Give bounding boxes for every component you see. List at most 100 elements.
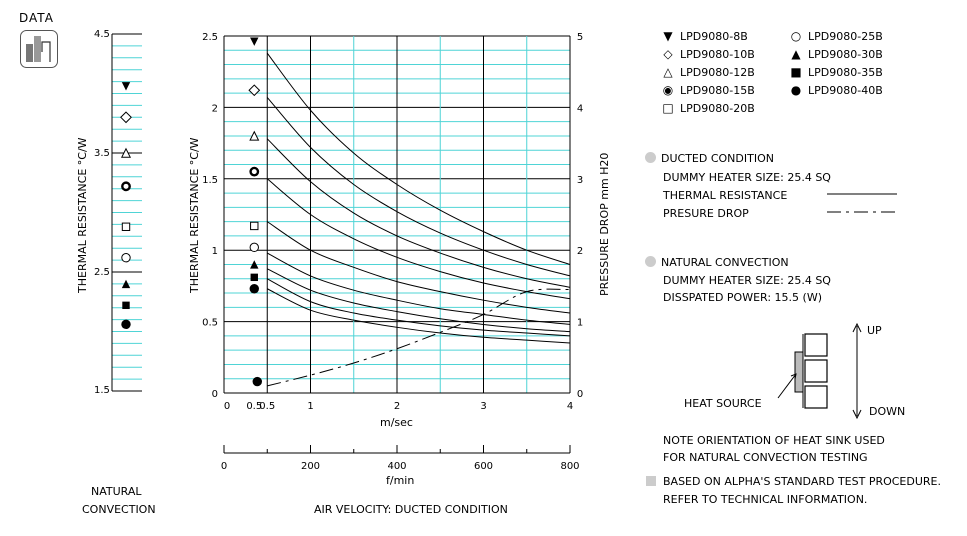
x-tick-label-alt: 0.5: [246, 401, 262, 412]
legend-item: ● LPD9080-40B: [790, 83, 883, 98]
legend-item: ▲ LPD9080-30B: [790, 47, 883, 62]
marker-bold-circle: [121, 181, 131, 192]
marker-open-circle: [121, 253, 131, 263]
data-badge-label: DATA: [19, 11, 54, 25]
legend-item: □ LPD9080-20B: [662, 102, 755, 116]
legend-label: LPD9080-12B: [680, 66, 755, 79]
legend-label: LPD9080-20B: [680, 102, 755, 115]
heat-source-label: HEAT SOURCE: [684, 397, 762, 410]
open-circle-icon: ○: [790, 29, 802, 43]
x-tick-label: 3: [480, 401, 486, 412]
series-line: [266, 221, 571, 314]
legend-item: ○ LPD9080-25B: [790, 29, 883, 44]
natural-tick-2: 2.5: [94, 267, 110, 278]
heat-sink-orientation-diagram: [777, 322, 862, 420]
series-line: [266, 138, 571, 288]
up-label: UP: [867, 324, 882, 337]
filled-circle-icon: ●: [790, 83, 802, 97]
series-line: [267, 268, 571, 333]
legend-label: LPD9080-25B: [808, 30, 883, 43]
marker-diamond: [120, 111, 132, 124]
note-square-icon: [646, 476, 656, 486]
legend-label: LPD9080-15B: [680, 84, 755, 97]
f-min-tick-label: 400: [387, 461, 406, 472]
heat-source-pointer: [777, 373, 797, 399]
f-min-tick-label: 0: [221, 461, 227, 472]
marker-open-circle: [249, 242, 259, 253]
series-line: [266, 97, 571, 277]
y-tick-label: 2.5: [202, 32, 218, 43]
heat-source-block: [794, 351, 804, 393]
fin-block: [804, 333, 828, 357]
legend-label: LPD9080-40B: [808, 84, 883, 97]
y2-tick-label: 1: [577, 318, 583, 329]
f-min-tick-label: 200: [301, 461, 320, 472]
marker-diamond: [248, 84, 261, 97]
marker-filled-circle: [121, 319, 131, 330]
x-tick-label: 2: [394, 401, 400, 412]
note-line2: FOR NATURAL CONVECTION TESTING: [663, 451, 868, 464]
pressure-drop-line: [267, 288, 571, 387]
x-tick-label: 1: [307, 401, 313, 412]
x-tick-label: 0.5: [259, 401, 275, 412]
arrow-up-icon: [852, 322, 862, 333]
y2-tick-label: 0: [577, 389, 583, 400]
ducted-bullet-icon: [645, 152, 656, 163]
marker-open-triangle: [249, 130, 260, 141]
note-line4: REFER TO TECHNICAL INFORMATION.: [663, 493, 868, 506]
y2-tick-label: 3: [577, 175, 583, 186]
legend-item: ■ LPD9080-35B: [790, 65, 883, 80]
y-tick-label: 0: [212, 389, 218, 400]
marker-filled-down-triangle: [121, 82, 131, 91]
ducted-title: DUCTED CONDITION: [661, 152, 774, 165]
marker-filled-triangle: [250, 260, 259, 269]
filled-triangle-icon: ▲: [791, 47, 801, 61]
diamond-icon: ◇: [663, 47, 673, 61]
filled-square-icon: ■: [790, 65, 802, 79]
natural-tick-3: 1.5: [94, 385, 110, 396]
data-logo-icon: [20, 30, 58, 68]
legend-item: ◉ LPD9080-15B: [662, 83, 755, 98]
fin-block: [804, 385, 828, 409]
y2-tick-label: 5: [577, 32, 583, 43]
y-tick-label: 2: [212, 103, 218, 114]
open-triangle-icon: △: [663, 65, 673, 79]
legend-line-samples: [827, 193, 897, 213]
series-line: [267, 288, 571, 344]
fin-block: [804, 359, 828, 383]
pressure-y-axis-label: PRESSURE DROP mm H20: [598, 152, 611, 296]
note-line1: NOTE ORIENTATION OF HEAT SINK USED: [663, 434, 885, 447]
natural-power: DISSPATED POWER: 15.5 (W): [663, 291, 822, 304]
marker-open-square: [250, 221, 259, 231]
marker-filled-square: [250, 273, 258, 282]
f-min-tick-label: 800: [560, 461, 579, 472]
filled-down-triangle-icon: ▼: [663, 29, 673, 43]
note-line3: BASED ON ALPHA'S STANDARD TEST PROCEDURE…: [663, 475, 941, 488]
natural-caption-line2: CONVECTION: [82, 503, 156, 516]
arrow-down-icon: [852, 409, 862, 420]
y2-tick-label: 4: [577, 103, 583, 114]
natural-tick-1: 3.5: [94, 148, 110, 159]
x-axis-unit-msec: m/sec: [380, 416, 413, 429]
y-tick-label: 0.5: [202, 318, 218, 329]
legend-item: ▼ LPD9080-8B: [662, 29, 748, 44]
natural-title: NATURAL CONVECTION: [661, 256, 789, 269]
legend-item: △ LPD9080-12B: [662, 65, 755, 80]
y-tick-label: 1.5: [202, 175, 218, 186]
ducted-chart: 0 0.5 1 1.5 2 2.5 0 1 2 3 4 5 0 0.5 1 2 3 4 0.5 0 200 400 600 8…: [202, 32, 583, 472]
series-line: [267, 252, 571, 325]
legend-label: LPD9080-8B: [680, 30, 748, 43]
f-min-tick-label: 600: [474, 461, 493, 472]
marker-bold-circle: [249, 166, 260, 177]
ducted-pressure-drop-label: PRESURE DROP: [663, 207, 749, 220]
main-caption: AIR VELOCITY: DUCTED CONDITION: [314, 503, 508, 516]
marker-filled-circle: [252, 376, 262, 387]
natural-y-axis-label: THERMAL RESISTANCE °C/W: [76, 137, 89, 293]
legend-label: LPD9080-35B: [808, 66, 883, 79]
marker-filled-circle: [249, 284, 259, 294]
series-line: [267, 278, 571, 337]
bold-circle-icon: ◉: [662, 83, 674, 97]
legend-label: LPD9080-30B: [808, 48, 883, 61]
legend-item: ◇ LPD9080-10B: [662, 47, 754, 62]
natural-convection-chart: [111, 33, 142, 392]
